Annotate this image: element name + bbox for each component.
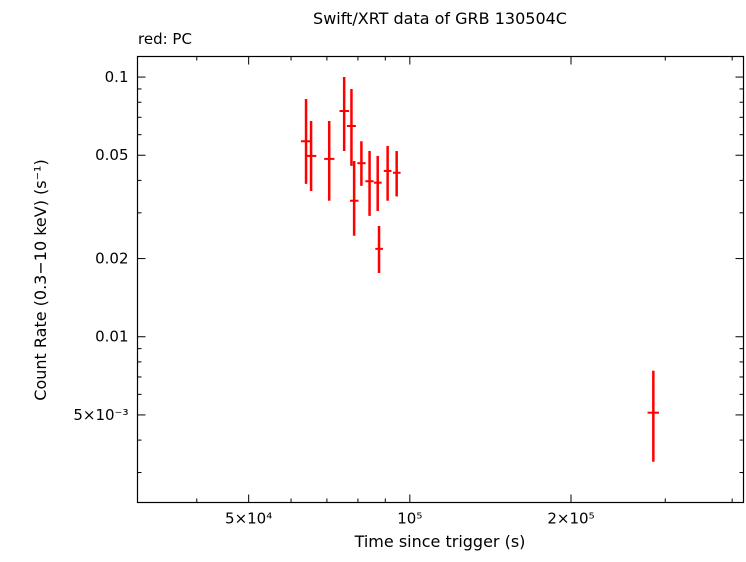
data-point — [306, 121, 317, 192]
x-axis-label: Time since trigger (s) — [354, 532, 526, 551]
data-point — [346, 88, 356, 166]
plot-frame-border — [136, 55, 745, 504]
data-point — [392, 151, 401, 197]
plot-title: Swift/XRT data of GRB 130504C — [313, 9, 567, 28]
y-tick-label: 5×10⁻³ — [73, 406, 128, 424]
x-tick-label: 2×10⁵ — [547, 510, 594, 528]
data-series-pc — [300, 77, 659, 462]
data-point — [383, 145, 392, 201]
data-point — [375, 225, 383, 273]
x-tick-label: 5×10⁴ — [225, 510, 272, 528]
x-tick-label: 10⁵ — [397, 510, 422, 528]
plot-frame: 5×10⁴ 10⁵ 2×10⁵ 0.1 0.05 0.02 0.01 5×10⁻³ — [73, 55, 745, 528]
data-point — [647, 370, 659, 462]
data-point — [349, 161, 359, 236]
mode-label: red: PC — [138, 30, 192, 48]
y-tick-label: 0.01 — [95, 328, 128, 346]
data-point — [357, 141, 366, 186]
data-point — [373, 155, 382, 211]
data-point — [339, 77, 350, 152]
y-tick-label: 0.1 — [105, 68, 129, 86]
data-point — [300, 99, 312, 184]
data-point — [324, 121, 335, 201]
data-point — [365, 151, 374, 216]
y-tick-label: 0.02 — [95, 250, 128, 268]
y-axis-label: Count Rate (0.3−10 keV) (s⁻¹) — [31, 159, 50, 400]
y-tick-label: 0.05 — [95, 146, 128, 164]
